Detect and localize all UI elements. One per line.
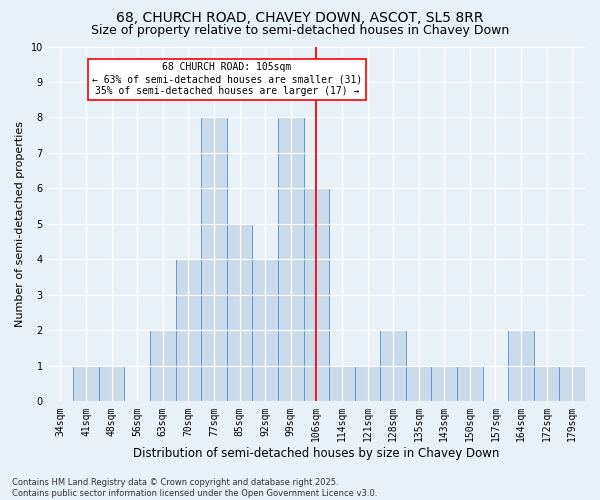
Bar	[457, 366, 482, 402]
Bar	[150, 330, 176, 402]
Bar	[201, 118, 227, 402]
Bar	[227, 224, 253, 402]
Bar	[406, 366, 431, 402]
Bar	[559, 366, 585, 402]
Bar	[534, 366, 559, 402]
Bar	[73, 366, 99, 402]
Y-axis label: Number of semi-detached properties: Number of semi-detached properties	[15, 121, 25, 327]
Bar	[380, 330, 406, 402]
Bar	[355, 366, 380, 402]
Text: 68, CHURCH ROAD, CHAVEY DOWN, ASCOT, SL5 8RR: 68, CHURCH ROAD, CHAVEY DOWN, ASCOT, SL5…	[116, 11, 484, 25]
Bar	[99, 366, 124, 402]
Text: Contains HM Land Registry data © Crown copyright and database right 2025.
Contai: Contains HM Land Registry data © Crown c…	[12, 478, 377, 498]
Bar	[329, 366, 355, 402]
Bar	[253, 260, 278, 402]
Text: 68 CHURCH ROAD: 105sqm
← 63% of semi-detached houses are smaller (31)
35% of sem: 68 CHURCH ROAD: 105sqm ← 63% of semi-det…	[92, 62, 362, 96]
X-axis label: Distribution of semi-detached houses by size in Chavey Down: Distribution of semi-detached houses by …	[133, 447, 500, 460]
Bar	[431, 366, 457, 402]
Bar	[508, 330, 534, 402]
Bar	[278, 118, 304, 402]
Text: Size of property relative to semi-detached houses in Chavey Down: Size of property relative to semi-detach…	[91, 24, 509, 37]
Bar	[176, 260, 201, 402]
Bar	[304, 188, 329, 402]
